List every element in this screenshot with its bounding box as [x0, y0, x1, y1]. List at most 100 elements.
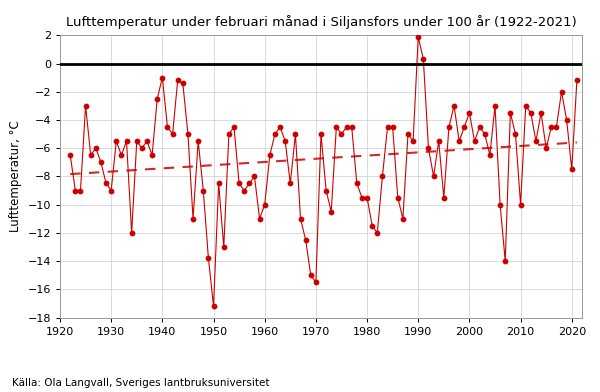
Point	[86, 152, 95, 158]
Point	[76, 187, 85, 194]
Point	[557, 89, 566, 95]
Point	[516, 201, 526, 208]
Point	[142, 138, 152, 144]
Point	[311, 279, 320, 285]
Point	[260, 201, 269, 208]
Point	[434, 138, 443, 144]
Point	[429, 173, 439, 180]
Point	[193, 138, 203, 144]
Point	[316, 131, 326, 137]
Point	[362, 194, 372, 201]
Point	[245, 180, 254, 187]
Point	[383, 124, 392, 130]
Point	[357, 194, 367, 201]
Point	[541, 145, 551, 151]
Point	[122, 138, 131, 144]
Point	[373, 230, 382, 236]
Point	[178, 80, 188, 86]
Point	[188, 216, 198, 222]
Point	[229, 124, 239, 130]
Point	[71, 187, 80, 194]
Point	[148, 152, 157, 158]
Point	[413, 34, 423, 40]
Point	[173, 77, 182, 83]
Point	[96, 159, 106, 165]
Point	[326, 209, 336, 215]
Point	[393, 194, 403, 201]
Point	[521, 103, 530, 109]
Point	[209, 303, 218, 309]
Point	[342, 124, 352, 130]
Point	[255, 216, 265, 222]
Point	[183, 131, 193, 137]
Point	[219, 244, 229, 250]
Point	[490, 103, 500, 109]
Point	[112, 138, 121, 144]
Point	[286, 180, 295, 187]
Point	[199, 187, 208, 194]
Point	[132, 138, 142, 144]
Point	[424, 145, 433, 151]
Point	[409, 138, 418, 144]
Point	[526, 110, 536, 116]
Point	[536, 110, 546, 116]
Point	[480, 131, 490, 137]
Point	[101, 180, 111, 187]
Point	[367, 223, 377, 229]
Point	[306, 272, 316, 278]
Point	[224, 131, 233, 137]
Point	[347, 124, 356, 130]
Point	[275, 124, 285, 130]
Point	[567, 166, 577, 172]
Point	[506, 110, 515, 116]
Point	[163, 124, 172, 130]
Point	[152, 96, 162, 102]
Point	[137, 145, 146, 151]
Point	[352, 180, 362, 187]
Point	[81, 103, 91, 109]
Point	[332, 124, 341, 130]
Point	[377, 173, 387, 180]
Point	[572, 77, 581, 83]
Point	[203, 255, 213, 261]
Point	[419, 56, 428, 62]
Point	[91, 145, 101, 151]
Point	[106, 187, 116, 194]
Y-axis label: Lufttemperatur, °C: Lufttemperatur, °C	[9, 120, 22, 232]
Point	[301, 237, 310, 243]
Point	[439, 194, 449, 201]
Point	[475, 124, 484, 130]
Point	[444, 124, 454, 130]
Point	[239, 187, 249, 194]
Point	[460, 124, 469, 130]
Point	[485, 152, 494, 158]
Point	[500, 258, 510, 264]
Point	[127, 230, 136, 236]
Point	[265, 152, 275, 158]
Point	[168, 131, 178, 137]
Point	[454, 138, 464, 144]
Point	[322, 187, 331, 194]
Point	[511, 131, 520, 137]
Point	[296, 216, 305, 222]
Point	[235, 180, 244, 187]
Point	[470, 138, 479, 144]
Point	[464, 110, 474, 116]
Point	[116, 152, 126, 158]
Point	[65, 152, 75, 158]
Point	[562, 117, 571, 123]
Title: Lufttemperatur under februari månad i Siljansfors under 100 år (1922-2021): Lufttemperatur under februari månad i Si…	[65, 15, 577, 29]
Point	[280, 138, 290, 144]
Point	[531, 138, 541, 144]
Point	[270, 131, 280, 137]
Point	[158, 74, 167, 81]
Point	[290, 131, 300, 137]
Point	[388, 124, 397, 130]
Point	[398, 216, 407, 222]
Point	[337, 131, 346, 137]
Point	[214, 180, 223, 187]
Point	[403, 131, 413, 137]
Point	[547, 124, 556, 130]
Point	[551, 124, 561, 130]
Point	[250, 173, 259, 180]
